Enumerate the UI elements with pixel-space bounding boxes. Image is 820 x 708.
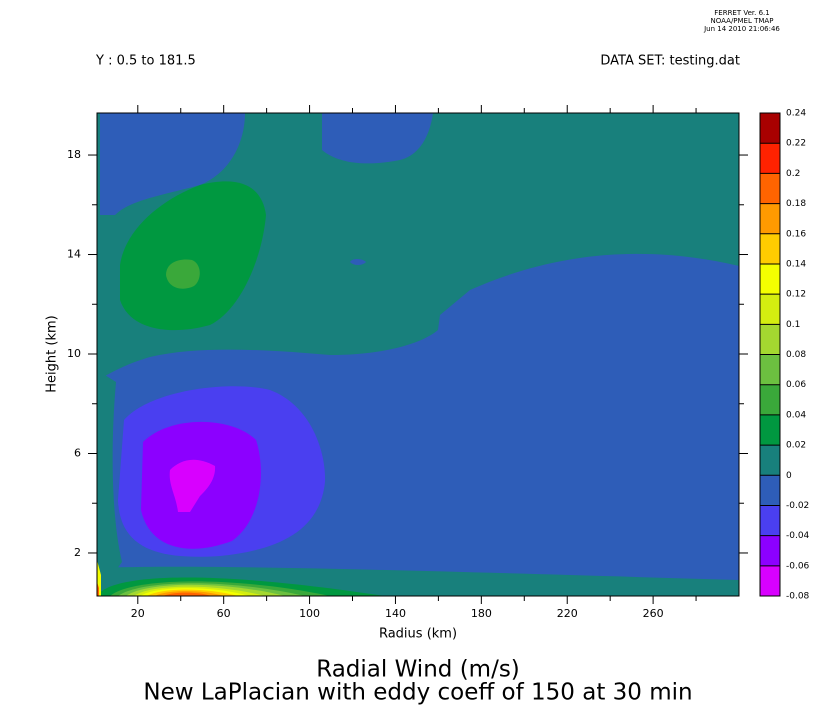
contour-region xyxy=(120,181,266,331)
colorbar-label: -0.02 xyxy=(786,501,809,511)
colorbar-band xyxy=(760,445,780,476)
contour-region xyxy=(163,592,212,596)
colorbar-label: 0.24 xyxy=(786,109,806,119)
colorbar-label: 0.02 xyxy=(786,441,806,451)
colorbar-label: 0.2 xyxy=(786,169,800,179)
colorbar-label: -0.04 xyxy=(786,531,810,541)
colorbar-label: 0.06 xyxy=(786,380,806,390)
y-tick-label: 14 xyxy=(67,248,81,261)
x-tick-label: 260 xyxy=(643,607,664,620)
colorbar-label: -0.08 xyxy=(786,592,810,602)
y-axis-label: Height (km) xyxy=(45,315,60,392)
colorbar-label: 0.22 xyxy=(786,139,806,149)
contour-region xyxy=(100,113,245,215)
y-tick-label: 6 xyxy=(74,446,81,459)
colorbar-label: -0.06 xyxy=(786,561,810,571)
y-tick-label: 18 xyxy=(67,148,81,161)
contour-region xyxy=(350,259,366,265)
x-tick-label: 180 xyxy=(471,607,492,620)
colorbar-band xyxy=(760,414,780,446)
header-left: Y : 0.5 to 181.5 xyxy=(95,54,196,69)
contour-region xyxy=(97,113,739,380)
x-axis-label: Radius (km) xyxy=(379,627,457,642)
colorbar-band xyxy=(760,143,780,174)
colorbar-label: 0.04 xyxy=(786,410,806,420)
colorbar-label: 0.16 xyxy=(786,229,806,239)
colorbar-band xyxy=(760,203,780,234)
x-tick-label: 140 xyxy=(385,607,406,620)
colorbar-band xyxy=(760,294,780,325)
stamp-line: NOAA/PMEL TMAP xyxy=(711,17,774,25)
colorbar-label: 0.12 xyxy=(786,290,806,300)
colorbar-band xyxy=(760,535,780,566)
colorbar-band xyxy=(760,113,780,144)
y-tick-label: 10 xyxy=(67,347,81,360)
stamp-line: Jun 14 2010 21:06:46 xyxy=(703,25,780,33)
colorbar-band xyxy=(760,263,780,295)
chart-title: Radial Wind (m/s) xyxy=(316,657,520,683)
contour-field xyxy=(97,113,739,596)
colorbar-band xyxy=(760,384,780,415)
y-tick-label: 2 xyxy=(74,546,81,559)
x-tick-label: 100 xyxy=(299,607,320,620)
colorbar-band xyxy=(760,233,780,264)
contour-region xyxy=(97,370,122,596)
colorbar-band xyxy=(760,173,780,204)
colorbar-label: 0.08 xyxy=(786,350,806,360)
colorbar-label: 0.1 xyxy=(786,320,800,330)
colorbar-band xyxy=(760,354,780,385)
colorbar-band xyxy=(760,505,780,536)
colorbar-label: 0 xyxy=(786,471,792,481)
contour-region xyxy=(169,459,216,512)
colorbar-label: 0.18 xyxy=(786,199,806,209)
x-tick-label: 60 xyxy=(217,607,231,620)
x-tick-label: 20 xyxy=(131,607,145,620)
chart-subtitle: New LaPlacian with eddy coeff of 150 at … xyxy=(143,680,692,706)
header-right: DATA SET: testing.dat xyxy=(600,54,740,69)
contour-region xyxy=(322,113,433,164)
x-tick-label: 220 xyxy=(557,607,578,620)
stamp-line: FERRET Ver. 6.1 xyxy=(714,9,769,17)
colorbar-band xyxy=(760,475,780,506)
colorbar-band xyxy=(760,324,780,355)
contour-region xyxy=(166,259,200,289)
colorbar-label: 0.14 xyxy=(786,259,806,269)
colorbar-band xyxy=(760,565,780,596)
